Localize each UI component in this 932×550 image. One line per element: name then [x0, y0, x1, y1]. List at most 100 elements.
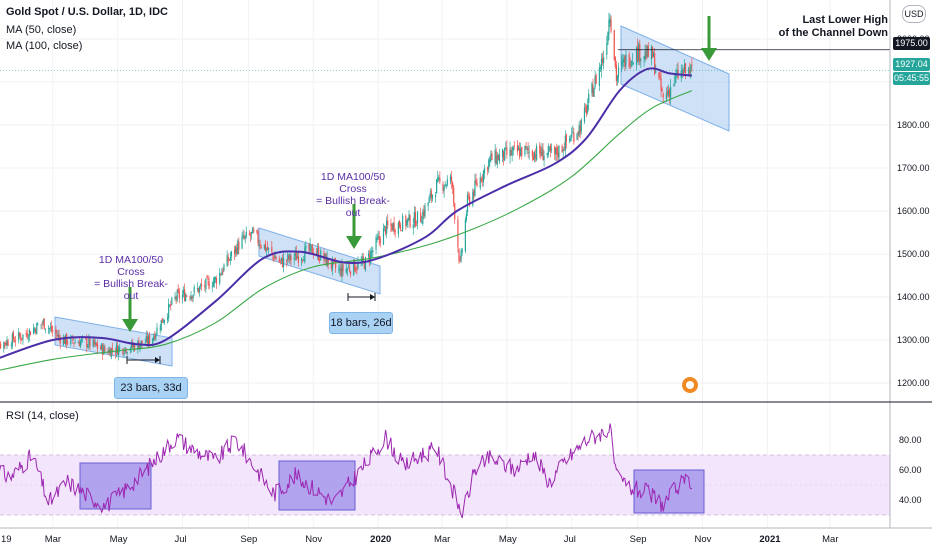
- candle-body: [311, 244, 313, 254]
- candle-body: [688, 67, 690, 74]
- candle-body: [87, 345, 89, 348]
- candle-body: [601, 58, 604, 63]
- candle-body: [547, 146, 549, 155]
- candle-body: [300, 258, 303, 261]
- time-tick-label: Mar: [45, 534, 61, 545]
- candle-body: [473, 189, 475, 196]
- candle-body: [436, 179, 438, 194]
- candle-body: [400, 230, 403, 231]
- candle-body: [378, 235, 380, 240]
- time-tick-label: Mar: [434, 534, 450, 545]
- candle-body: [331, 259, 334, 270]
- candle-body: [662, 93, 664, 98]
- candle-body: [539, 144, 541, 154]
- candle-body: [603, 57, 605, 64]
- candle-body: [12, 332, 14, 340]
- candle-body: [223, 264, 225, 271]
- candle-body: [363, 262, 365, 269]
- candle-body: [421, 222, 423, 224]
- candle-body: [577, 132, 579, 134]
- candle-body: [628, 54, 630, 67]
- candle-body: [10, 345, 12, 347]
- candle-body: [661, 88, 663, 92]
- candle-body: [542, 149, 544, 161]
- candle-body: [357, 262, 359, 269]
- candle-body: [29, 331, 32, 336]
- logo-inner: [686, 381, 694, 389]
- candle-body: [47, 328, 50, 330]
- candle-body: [154, 334, 156, 340]
- candle-body: [315, 252, 318, 255]
- candle-body: [459, 260, 461, 262]
- candle-body: [28, 329, 30, 337]
- candle-body: [146, 336, 148, 344]
- candle-body: [616, 75, 619, 81]
- candle-body: [192, 294, 194, 299]
- candle-body: [42, 320, 44, 324]
- candle-body: [295, 251, 297, 261]
- candle-body: [420, 212, 422, 223]
- candle-body: [7, 341, 9, 346]
- candle-body: [326, 256, 328, 267]
- candle-body: [205, 278, 207, 290]
- candle-body: [50, 327, 52, 329]
- candle-body: [480, 178, 482, 182]
- candle-body: [265, 248, 268, 250]
- candle-body: [70, 336, 72, 345]
- rsi-tick-label: 60.00: [899, 465, 922, 475]
- candle-body: [119, 347, 121, 349]
- last-price-tag: 1927.04: [893, 58, 930, 71]
- candle-body: [122, 348, 124, 354]
- candle-body: [139, 345, 141, 350]
- candle-body: [74, 341, 76, 343]
- author-logo-icon: [682, 377, 698, 393]
- currency-badge[interactable]: USD: [902, 5, 926, 23]
- candle-body: [79, 341, 81, 347]
- candle-body: [528, 152, 530, 153]
- candle-body: [161, 318, 163, 323]
- candle-body: [394, 230, 396, 233]
- candle-body: [681, 69, 683, 72]
- candle-body: [89, 338, 91, 347]
- candle-body: [36, 323, 38, 335]
- cross-note-2-line-1: 1D MA100/50 Cross: [320, 171, 386, 195]
- candle-body: [21, 338, 23, 340]
- candle-body: [253, 229, 255, 232]
- candle-body: [95, 342, 97, 346]
- candle-body: [48, 328, 51, 329]
- candle-body: [289, 253, 291, 260]
- candle-body: [565, 134, 568, 142]
- candle-body: [304, 247, 306, 263]
- candle-body: [103, 346, 105, 355]
- candle-body: [302, 259, 304, 261]
- candle-body: [339, 267, 341, 272]
- candle-body: [428, 196, 430, 203]
- candle-body: [398, 221, 401, 227]
- candle-body: [94, 342, 96, 345]
- candle-body: [427, 202, 429, 207]
- candle-body: [62, 338, 64, 345]
- candle-body: [572, 132, 574, 134]
- candle-body: [423, 209, 425, 216]
- candle-body: [308, 244, 310, 251]
- candle-body: [675, 74, 677, 76]
- candle-body: [629, 65, 631, 67]
- candle-body: [33, 328, 35, 334]
- candle-body: [614, 57, 616, 67]
- candle-body: [385, 226, 387, 234]
- candle-body: [207, 278, 209, 281]
- candle-body: [271, 246, 273, 252]
- candle-body: [489, 157, 491, 162]
- candle-body: [682, 70, 684, 74]
- candle-body: [382, 228, 385, 245]
- candle-body: [5, 342, 7, 346]
- candle-body: [506, 147, 508, 155]
- candle-body: [181, 294, 184, 300]
- candle-body: [645, 52, 647, 59]
- candle-body: [654, 52, 656, 74]
- candle-body: [237, 240, 239, 255]
- candle-body: [293, 257, 295, 260]
- candle-body: [249, 235, 252, 236]
- candle-body: [288, 255, 290, 260]
- candle-body: [193, 286, 195, 293]
